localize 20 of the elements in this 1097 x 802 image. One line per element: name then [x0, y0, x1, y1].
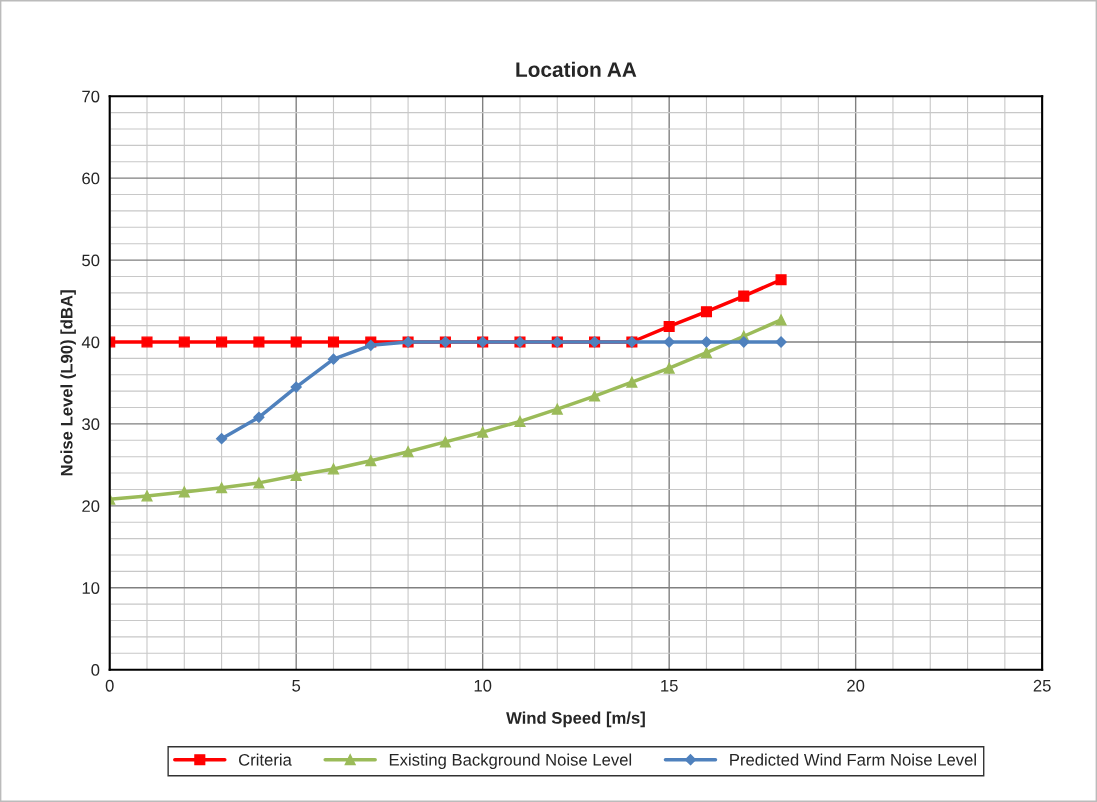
x-tick-label: 20 — [847, 679, 865, 692]
legend-label: Existing Background Noise Level — [389, 753, 632, 770]
y-tick-label: 40 — [81, 336, 100, 349]
x-axis-title: Wind Speed [m/s] — [506, 711, 645, 728]
y-tick-label: 10 — [82, 582, 100, 594]
y-axis-title: Noise Level (L90) [dBA] — [60, 290, 76, 476]
y-tick-label: 70 — [82, 90, 100, 103]
y-tick-label: 60 — [82, 172, 100, 185]
y-tick-label: 30 — [82, 418, 100, 431]
x-tick-label: 5 — [292, 680, 301, 692]
x-tick-label: 25 — [1033, 679, 1051, 692]
x-tick-label: 0 — [105, 679, 114, 692]
legend-label: Predicted Wind Farm Noise Level — [730, 753, 976, 766]
legend-label: Criteria — [238, 753, 292, 766]
x-tick-label: 15 — [661, 680, 678, 692]
y-tick-label: 20 — [82, 500, 100, 513]
chart-title: Location AA — [516, 61, 637, 77]
y-tick-label: 0 — [91, 664, 100, 676]
x-tick-label: 10 — [474, 679, 492, 692]
y-tick-label: 50 — [82, 254, 100, 267]
